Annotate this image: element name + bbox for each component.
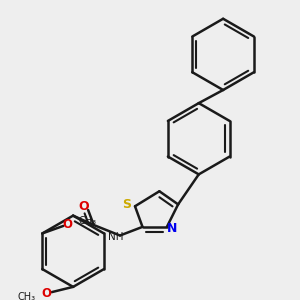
Text: O: O [78, 200, 89, 213]
Text: O: O [63, 218, 73, 231]
Text: S: S [122, 198, 131, 211]
Text: NH: NH [108, 232, 123, 242]
Text: CH₃: CH₃ [78, 216, 96, 226]
Text: N: N [167, 222, 178, 235]
Text: CH₃: CH₃ [17, 292, 36, 300]
Text: O: O [41, 287, 51, 300]
